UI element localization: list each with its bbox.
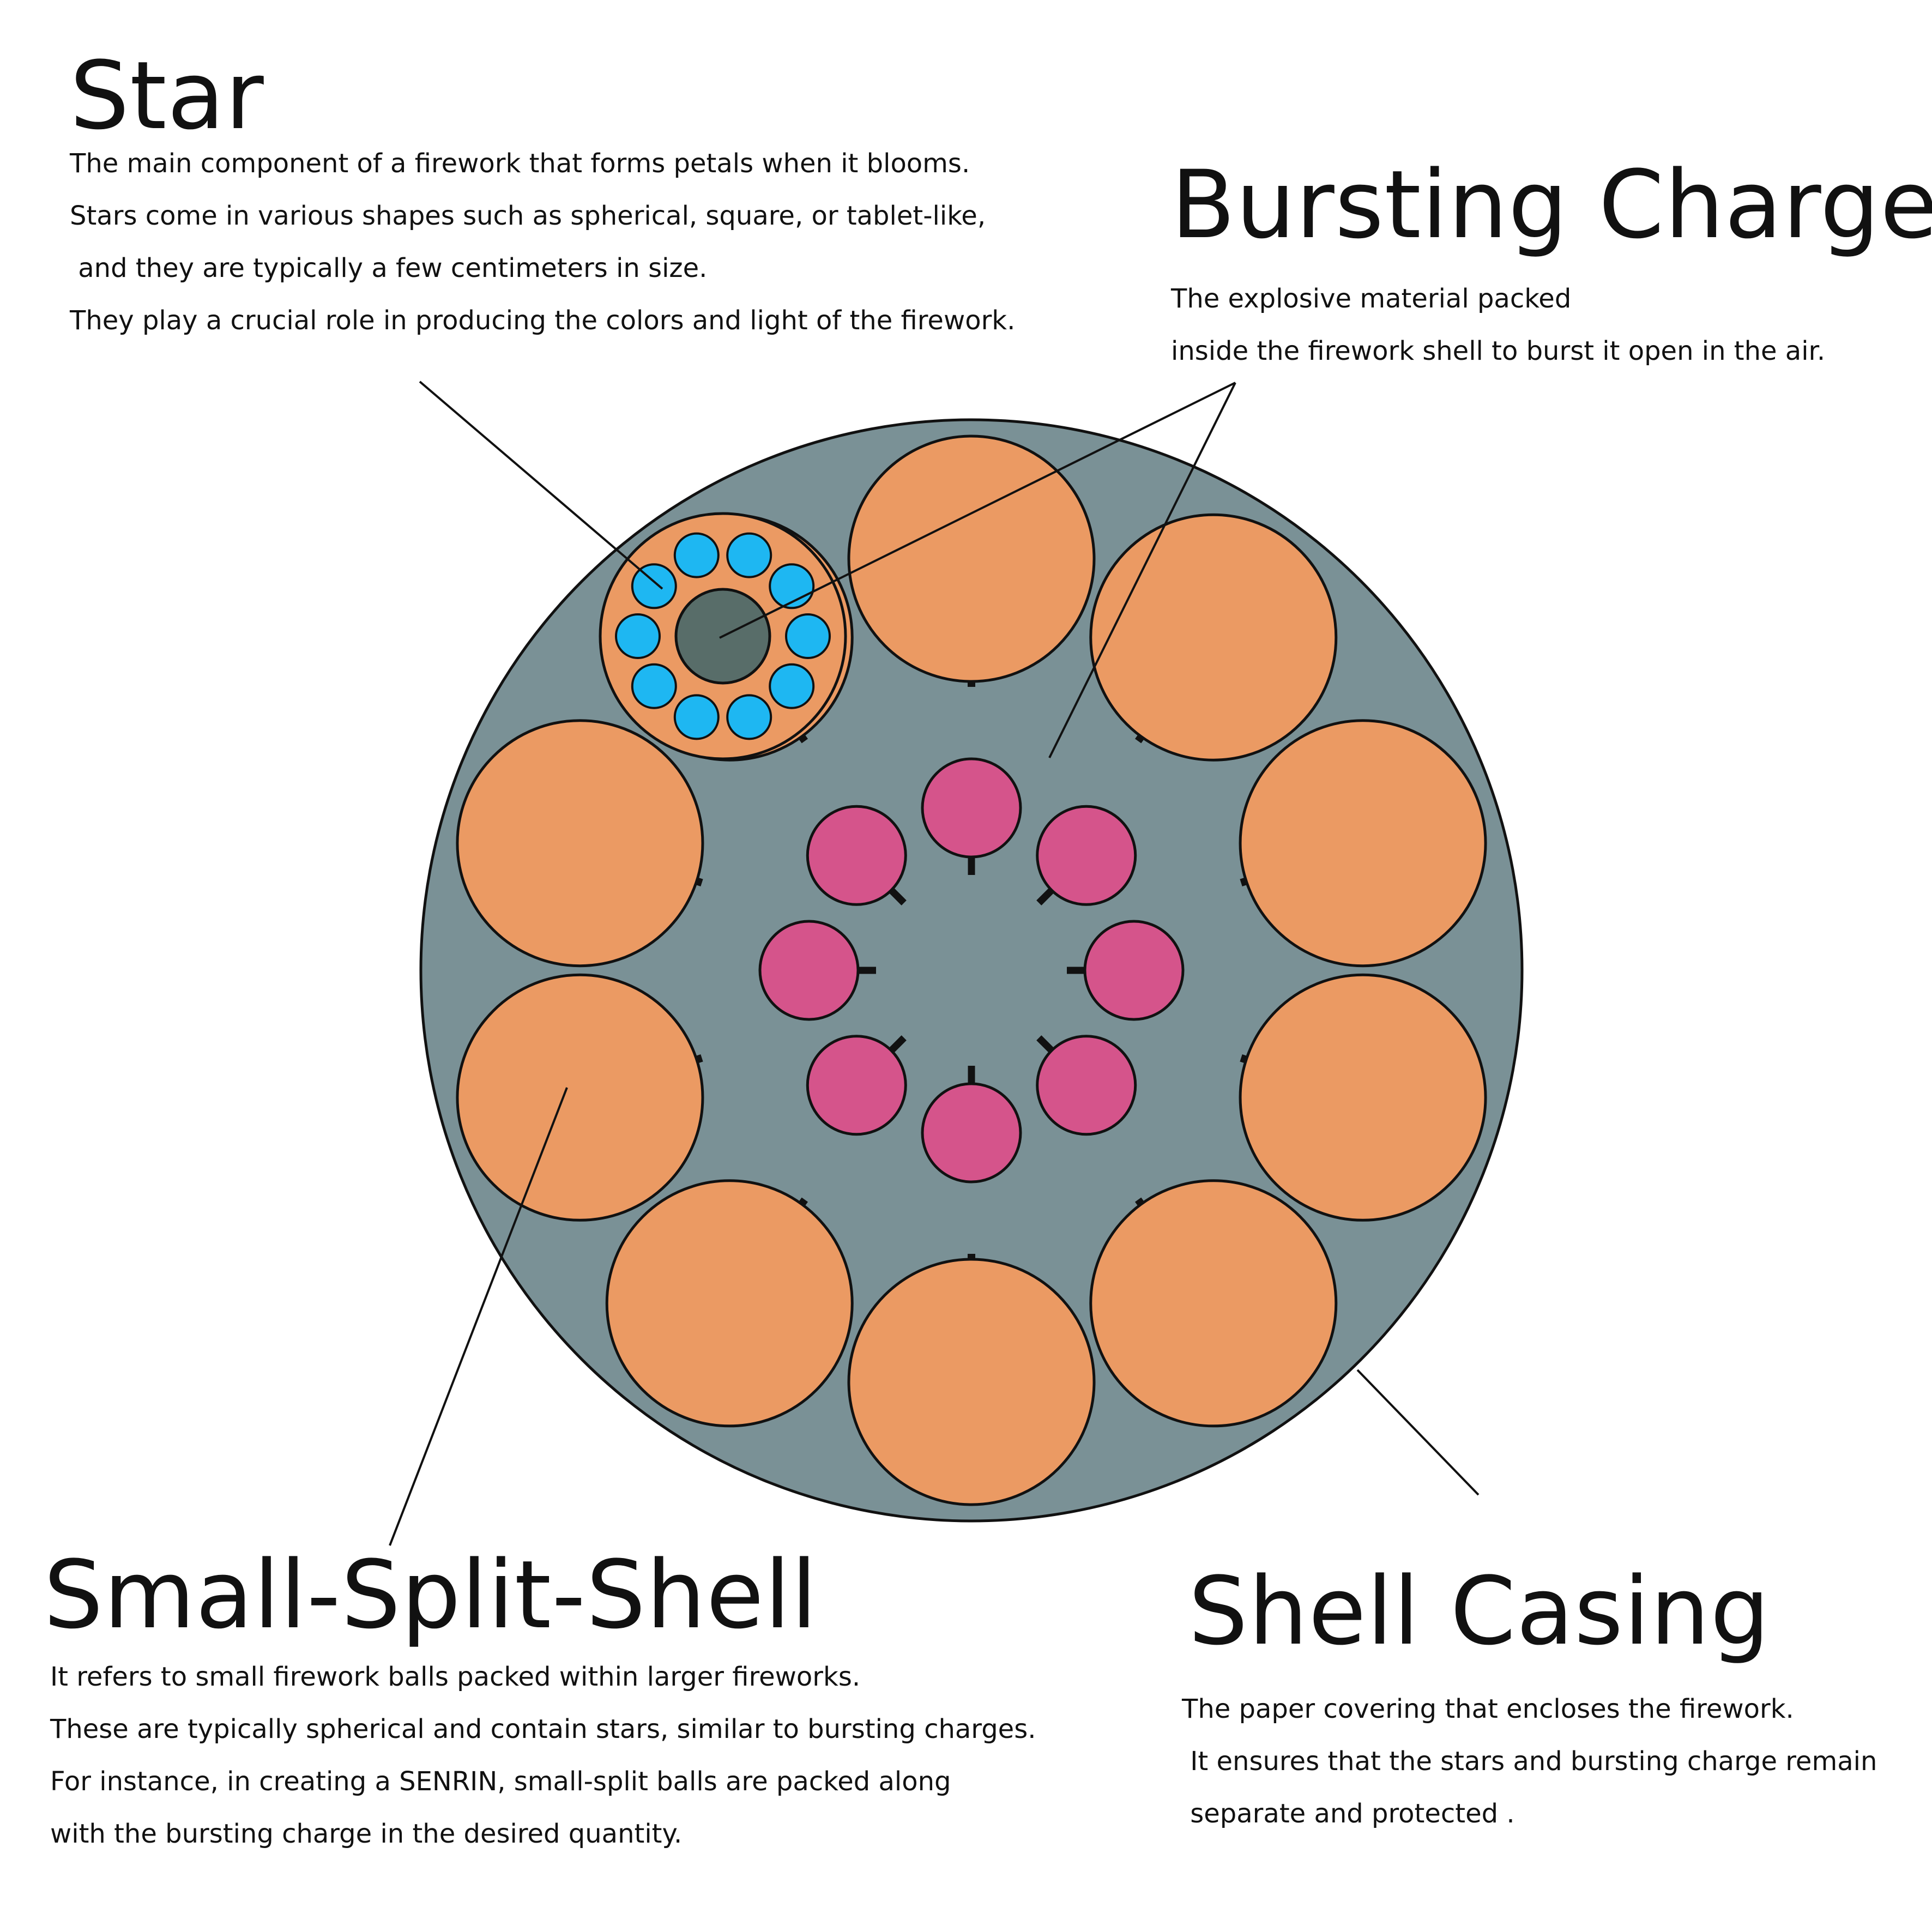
small-split-shell-description: It refers to small firework balls packed… bbox=[50, 1651, 1036, 1860]
small-split-shell bbox=[1239, 719, 1487, 968]
star bbox=[673, 532, 720, 578]
small-split-shell-description-line: For instance, in creating a SENRIN, smal… bbox=[50, 1766, 951, 1797]
star bbox=[615, 613, 661, 659]
bursting-charge-ball bbox=[758, 920, 860, 1021]
shell-casing-description-line: It ensures that the stars and bursting c… bbox=[1182, 1746, 1877, 1777]
bursting-charge-ball bbox=[1036, 1035, 1137, 1136]
shell-casing-description: The paper covering that encloses the fir… bbox=[1182, 1683, 1877, 1840]
small-split-shell bbox=[605, 1179, 854, 1428]
shell-casing-title: Shell Casing bbox=[1188, 1556, 1771, 1666]
star-description-line: They play a crucial role in producing th… bbox=[70, 305, 1016, 336]
small-split-shell-description-line: It refers to small firework balls packed… bbox=[50, 1662, 861, 1692]
star-description-line: The main component of a firework that fo… bbox=[70, 148, 970, 179]
small-split-shell bbox=[847, 434, 1096, 683]
small-split-shell bbox=[456, 973, 704, 1222]
bursting-charge-description-line: The explosive material packed bbox=[1171, 283, 1572, 314]
shell-casing-description-line: separate and protected . bbox=[1182, 1798, 1515, 1829]
leader-lines bbox=[389, 381, 1480, 1546]
bursting-charge-ball bbox=[1036, 805, 1137, 906]
star bbox=[631, 563, 677, 609]
bursting-charge-balls bbox=[758, 757, 1185, 1184]
small-split-shell bbox=[847, 1258, 1096, 1506]
star bbox=[769, 663, 815, 709]
star bbox=[673, 694, 720, 740]
bursting-charge-leader-line-2 bbox=[1048, 382, 1236, 758]
small-split-shell bbox=[1239, 973, 1487, 1222]
star-description: The main component of a firework that fo… bbox=[70, 137, 1015, 347]
small-split-shell bbox=[1089, 1179, 1338, 1428]
star bbox=[631, 663, 677, 709]
bursting-charge-ball bbox=[1083, 920, 1185, 1021]
bursting-charge-ball bbox=[921, 1082, 1022, 1184]
small-split-shell-leader-line bbox=[389, 1087, 568, 1546]
bursting-charge-ball bbox=[806, 805, 907, 906]
bursting-charge-ball bbox=[921, 757, 1022, 859]
small-split-shell-title: Small-Split-Shell bbox=[44, 1540, 818, 1650]
small-split-shell-description-line: with the bursting charge in the desired … bbox=[50, 1819, 683, 1849]
small-split-shell bbox=[456, 719, 704, 968]
bursting-charge-description-line: inside the firework shell to burst it op… bbox=[1171, 336, 1826, 366]
small-split-shell-description-line: These are typically spherical and contai… bbox=[50, 1714, 1036, 1744]
shell-casing-description-line: The paper covering that encloses the fir… bbox=[1182, 1694, 1794, 1724]
star-description-line: and they are typically a few centimeters… bbox=[70, 253, 708, 283]
shell-casing-leader-line bbox=[1356, 1369, 1480, 1496]
bursting-charge-description: The explosive material packed inside the… bbox=[1171, 273, 1825, 377]
bursting-charge-title: Bursting Charge bbox=[1171, 150, 1932, 259]
small-split-shell bbox=[1089, 513, 1338, 762]
star-title: Star bbox=[70, 41, 264, 150]
star bbox=[726, 694, 772, 740]
bursting-charge-leader-line-1 bbox=[719, 382, 1236, 639]
star bbox=[726, 532, 772, 578]
bursting-charge-ball bbox=[806, 1035, 907, 1136]
star-leader-line bbox=[419, 381, 663, 590]
star bbox=[785, 613, 831, 659]
star-description-line: Stars come in various shapes such as sph… bbox=[70, 201, 986, 231]
